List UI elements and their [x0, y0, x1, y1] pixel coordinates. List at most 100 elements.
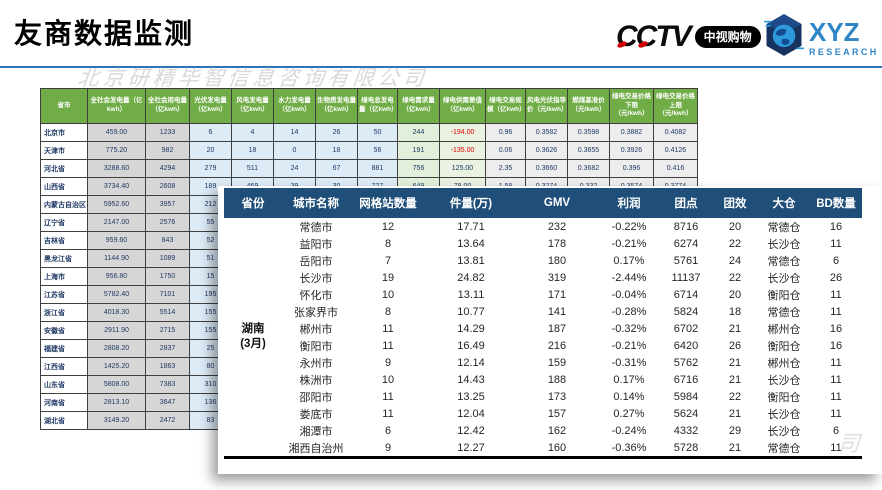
fg-value-cell: 10.77 — [457, 305, 485, 318]
bg-value-cell: 0.3926 — [609, 141, 654, 160]
bg-value-cell: 24 — [273, 159, 316, 178]
bg-header-cell: 绿电需求量（亿kwh） — [397, 88, 440, 124]
bg-value-cell: 0.96 — [485, 123, 526, 142]
bg-value-cell: 3288.60 — [87, 159, 146, 178]
fg-province-cell: 湖南 (3月) — [240, 323, 266, 350]
fg-header-cell: 省份 — [224, 188, 282, 218]
fg-value-cell: 5762 — [673, 356, 699, 369]
fg-value-cell: 12.14 — [457, 356, 485, 369]
bg-value-cell: 3957 — [145, 195, 190, 214]
xyz-subtext: RESEARCH — [809, 46, 879, 57]
fg-value-cell: 湘西自治州 — [288, 442, 344, 455]
bg-province-cell: 河北省 — [40, 159, 88, 178]
fg-value-cell: 187 — [547, 322, 567, 335]
fg-value-cell: 16.49 — [457, 339, 485, 352]
fg-value-cell: 14.29 — [457, 322, 485, 335]
fg-value-cell: 张家界市 — [294, 306, 338, 319]
bg-province-cell: 河南省 — [40, 393, 88, 412]
fg-value-cell: 12 — [381, 220, 395, 233]
bg-value-cell: 2715 — [145, 321, 190, 340]
fg-value-cell: -0.36% — [611, 441, 647, 454]
xyz-wordmark: XYZ RESEARCH — [809, 19, 879, 57]
bg-value-cell: 3647 — [145, 393, 190, 412]
fg-value-cell: 长沙仓 — [767, 374, 801, 387]
fg-value-cell: 11 — [830, 305, 842, 318]
fg-table-row: 湘西自治州 9 12.27 160 -0.36% 5728 21 常德仓 11 — [224, 439, 862, 458]
fg-value-cell: 常德市 — [299, 221, 333, 234]
fg-value-cell: 19 — [381, 271, 395, 284]
fg-value-cell: -0.32% — [611, 322, 647, 335]
bg-province-cell: 上海市 — [40, 267, 88, 286]
bg-value-cell: 191 — [397, 141, 440, 160]
fg-value-cell: -0.21% — [611, 339, 647, 352]
bg-value-cell: 775.20 — [87, 141, 146, 160]
fg-value-cell: 173 — [547, 390, 567, 403]
bg-value-cell: 2813.10 — [87, 393, 146, 412]
fg-value-cell: 157 — [547, 407, 567, 420]
fg-value-cell: 6274 — [673, 237, 699, 250]
bg-value-cell: 14 — [273, 123, 316, 142]
bg-value-cell: 0.3626 — [525, 141, 568, 160]
fg-value-cell: -0.04% — [611, 288, 647, 301]
fg-value-cell: 9 — [384, 441, 392, 454]
bg-value-cell: 881 — [357, 159, 398, 178]
fg-value-cell: 长沙仓 — [767, 408, 801, 421]
bg-value-cell: 2.35 — [485, 159, 526, 178]
bg-header-cell: 全社会用电量（亿kwh） — [145, 88, 190, 124]
fg-value-cell: 17.71 — [457, 220, 485, 233]
fg-value-cell: 6 — [384, 424, 392, 437]
bg-value-cell: 3149.20 — [87, 411, 146, 430]
fg-value-cell: 12.42 — [457, 424, 485, 437]
bg-value-cell: 459.00 — [87, 123, 146, 142]
fg-value-cell: 21 — [728, 373, 742, 386]
bg-header-cell: 风电光伏指导价（元/kwh） — [525, 88, 568, 124]
fg-table: 省份 城市名称 网格站数量 件量(万) GMV 利润 团点 团效 大仓 BD数量 湖南 (3月) 常德… — [224, 188, 862, 459]
bg-value-cell: 4018.30 — [87, 303, 146, 322]
bg-header-cell: 绿电交易价格上限（元/kwh） — [653, 88, 698, 124]
bg-value-cell: 1750 — [145, 267, 190, 286]
bg-value-cell: 982 — [145, 141, 190, 160]
fg-value-cell: 衡阳仓 — [767, 340, 801, 353]
bg-value-cell: 0 — [273, 141, 316, 160]
fg-value-cell: 11137 — [671, 271, 701, 284]
bg-value-cell: 0.4082 — [653, 123, 698, 142]
fg-value-cell: 5728 — [673, 441, 699, 454]
bg-province-cell: 天津市 — [40, 141, 88, 160]
fg-value-cell: 29 — [728, 424, 742, 437]
bg-province-cell: 安徽省 — [40, 321, 88, 340]
bg-province-cell: 福建省 — [40, 339, 88, 358]
bg-value-cell: 1425.20 — [87, 357, 146, 376]
fg-value-cell: 11 — [382, 339, 394, 352]
fg-value-cell: 0.27% — [613, 407, 645, 420]
fg-value-cell: 13.25 — [457, 390, 485, 403]
fg-header-cell: GMV — [516, 188, 598, 218]
fg-value-cell: 16 — [829, 220, 843, 233]
fg-value-cell: 益阳市 — [299, 238, 333, 251]
fg-value-cell: 11 — [830, 441, 842, 454]
bg-province-cell: 江西省 — [40, 357, 88, 376]
fg-value-cell: 20 — [728, 220, 742, 233]
fg-value-cell: 娄底市 — [299, 408, 333, 421]
fg-value-cell: 159 — [547, 356, 567, 369]
fg-value-cell: -0.28% — [611, 305, 647, 318]
fg-value-cell: 319 — [547, 271, 567, 284]
fg-value-cell: -0.24% — [611, 424, 647, 437]
fg-value-cell: 11 — [830, 407, 842, 420]
bg-value-cell: 2608 — [145, 177, 190, 196]
bg-value-cell: 0.3655 — [567, 141, 610, 160]
fg-value-cell: 20 — [728, 288, 742, 301]
watermark-fragment: 司 — [836, 431, 862, 456]
fg-value-cell: 11 — [830, 373, 842, 386]
fg-table-row: 岳阳市 7 13.81 180 0.17% 5761 24 常德仓 6 — [224, 252, 862, 269]
fg-value-cell: 13.64 — [457, 237, 485, 250]
fg-value-cell: 12.04 — [457, 407, 485, 420]
fg-value-cell: 4332 — [673, 424, 699, 437]
fg-value-cell: 21 — [728, 441, 742, 454]
cctv-shopping-badge: 中视购物 — [694, 26, 761, 48]
fg-value-cell: 10 — [381, 288, 395, 301]
bg-value-cell: 7383 — [145, 375, 190, 394]
fg-value-cell: 5624 — [673, 407, 699, 420]
bg-table-row: 河北省 3288.60 4294 279 511 24 67 881 756 125.00 2.35… — [40, 159, 698, 178]
fg-value-cell: 常德仓 — [767, 221, 801, 234]
